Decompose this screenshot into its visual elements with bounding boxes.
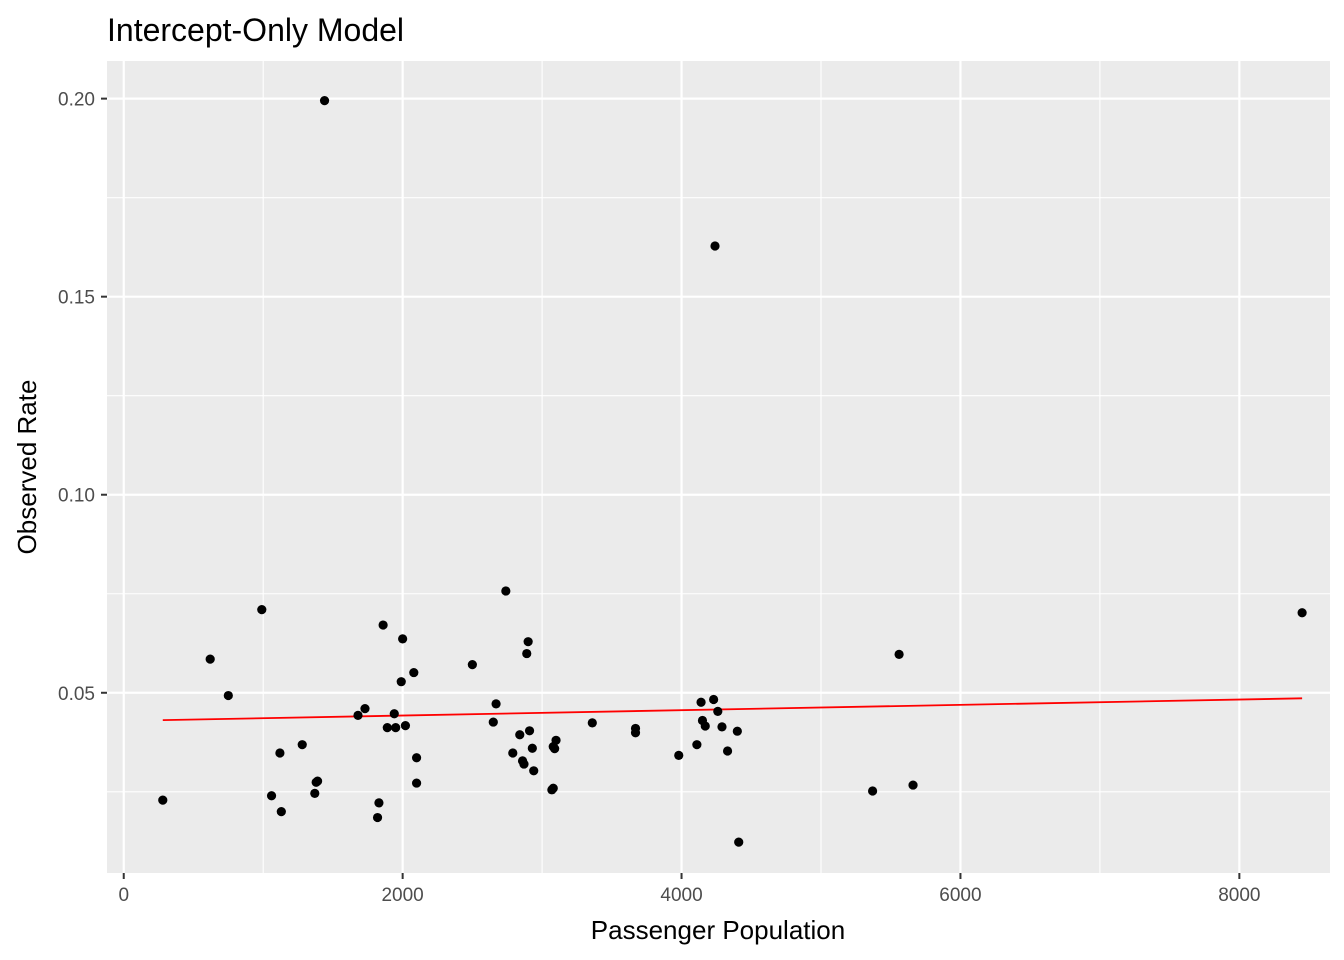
data-point [692, 740, 702, 750]
data-point [867, 786, 878, 796]
data-point [717, 722, 727, 732]
data-point [732, 726, 742, 736]
data-point [311, 777, 321, 787]
data-point [378, 620, 388, 630]
data-point [409, 667, 419, 678]
y-tick-label: 0.15 [58, 288, 95, 309]
x-tick-label: 2000 [381, 885, 423, 906]
grid-minor [107, 61, 1330, 873]
data-point [360, 704, 370, 714]
data-point [1297, 608, 1307, 618]
y-tick-label: 0.20 [58, 90, 95, 111]
data-point [700, 721, 710, 731]
plot-panel [107, 61, 1330, 873]
data-point [382, 723, 392, 733]
y-axis-title: Observed Rate [12, 380, 42, 555]
data-point [310, 788, 320, 798]
data-point [630, 728, 641, 738]
x-tick-label: 6000 [939, 885, 981, 906]
data-point [522, 648, 532, 659]
data-point [674, 750, 684, 760]
data-point [257, 604, 267, 615]
data-point [411, 753, 422, 763]
data-point [297, 740, 307, 750]
data-point [734, 837, 744, 847]
data-point [411, 778, 422, 788]
data-point [276, 807, 286, 817]
data-point [722, 746, 733, 756]
data-point [547, 785, 557, 795]
data-point [158, 795, 168, 805]
data-point [527, 743, 537, 753]
data-point [467, 660, 477, 670]
data-point [374, 798, 384, 808]
data-point [353, 710, 363, 720]
data-point [319, 96, 330, 106]
data-point [396, 677, 406, 687]
data-point [372, 812, 383, 823]
fit-line-layer [162, 697, 1303, 722]
data-point [709, 694, 719, 705]
data-point [501, 586, 511, 596]
data-point [908, 780, 918, 790]
data-point [696, 697, 706, 707]
data-point [529, 766, 539, 776]
y-tick-label: 0.10 [58, 486, 95, 507]
data-point [523, 637, 533, 647]
data-point [519, 759, 529, 769]
data-point [205, 654, 215, 664]
data-point [223, 690, 233, 701]
data-point [713, 706, 723, 716]
data-point [389, 709, 399, 719]
chart-title: Intercept-Only Model [107, 12, 404, 48]
fit-line [162, 697, 1303, 722]
data-point [550, 744, 560, 754]
data-point [894, 649, 904, 659]
y-tick-label: 0.05 [58, 684, 95, 705]
data-point [266, 791, 277, 801]
x-axis-ticks: 0 2000 4000 6000 8000 [118, 873, 1260, 906]
points-layer [158, 96, 1307, 847]
data-point [391, 723, 401, 733]
data-point [398, 634, 408, 644]
data-point [710, 241, 720, 251]
data-point [524, 726, 535, 736]
x-tick-label: 0 [118, 885, 129, 906]
data-point [508, 748, 518, 758]
x-tick-label: 4000 [660, 885, 702, 906]
data-point [275, 748, 285, 758]
data-point [515, 730, 525, 740]
data-point [488, 717, 498, 727]
grid-major [107, 61, 1330, 873]
x-axis-title: Passenger Population [591, 915, 845, 945]
y-axis-ticks: 0.05 0.10 0.15 0.20 [58, 90, 107, 705]
x-tick-label: 8000 [1218, 885, 1260, 906]
data-point [400, 721, 411, 731]
data-point [491, 699, 501, 709]
data-point [587, 718, 597, 728]
